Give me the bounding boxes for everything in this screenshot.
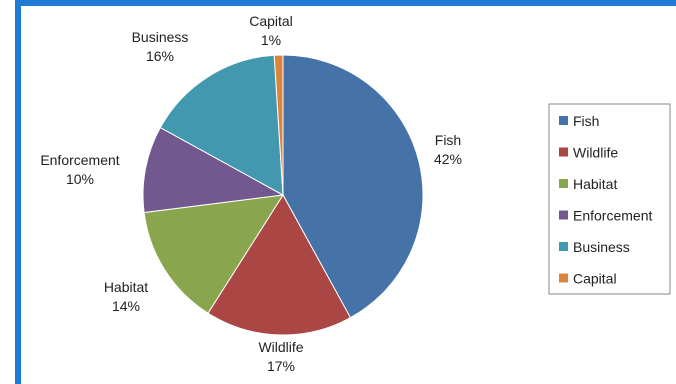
slice-name-label-habitat: Habitat [104,279,148,295]
pie-slice-business [159,54,284,196]
slice-percent-label-habitat: 14% [112,298,140,314]
legend-swatch-capital [559,273,568,283]
slice-percent-label-fish: 42% [434,151,462,167]
legend: Fish Wildlife Habitat Enforcement Business Ca… [548,103,671,295]
legend-label-business: Business [573,239,630,255]
slice-name-label-business: Business [132,29,189,45]
legend-swatch-business [559,242,568,251]
slice-percent-label-business: 16% [146,48,174,64]
slice-name-label-wildlife: Wildlife [258,339,303,355]
slice-name-label-fish: Fish [435,132,461,148]
legend-label-fish: Fish [573,113,599,129]
pie-slices [142,54,424,336]
legend-label-capital: Capital [573,271,617,287]
legend-swatch-fish [559,116,568,125]
slice-percent-label-enforcement: 10% [66,171,94,187]
pie-slice-fish [282,54,424,319]
pie-slice-habitat [143,194,284,314]
pie-slice-capital [273,54,284,196]
legend-swatch-enforcement [559,210,568,220]
slice-name-label-enforcement: Enforcement [40,152,119,168]
legend-box [548,103,671,295]
slice-percent-label-capital: 1% [261,32,281,48]
legend-label-enforcement: Enforcement [573,208,652,224]
legend-label-wildlife: Wildlife [573,145,618,161]
slice-percent-label-wildlife: 17% [267,358,295,374]
pie-slice-enforcement [142,126,285,214]
legend-label-habitat: Habitat [573,176,617,192]
pie-labels: Fish 42% Wildlife 17% Habitat 14% Enforcement 1… [40,13,462,374]
slice-name-label-capital: Capital [249,13,293,29]
frame-border-left [15,0,21,384]
legend-swatch-wildlife [559,147,568,157]
legend-items: Fish Wildlife Habitat Enforcement Business Ca… [559,113,652,287]
pie-slice-wildlife [207,194,352,336]
frame-border-top [15,0,676,6]
legend-swatch-habitat [559,179,568,188]
